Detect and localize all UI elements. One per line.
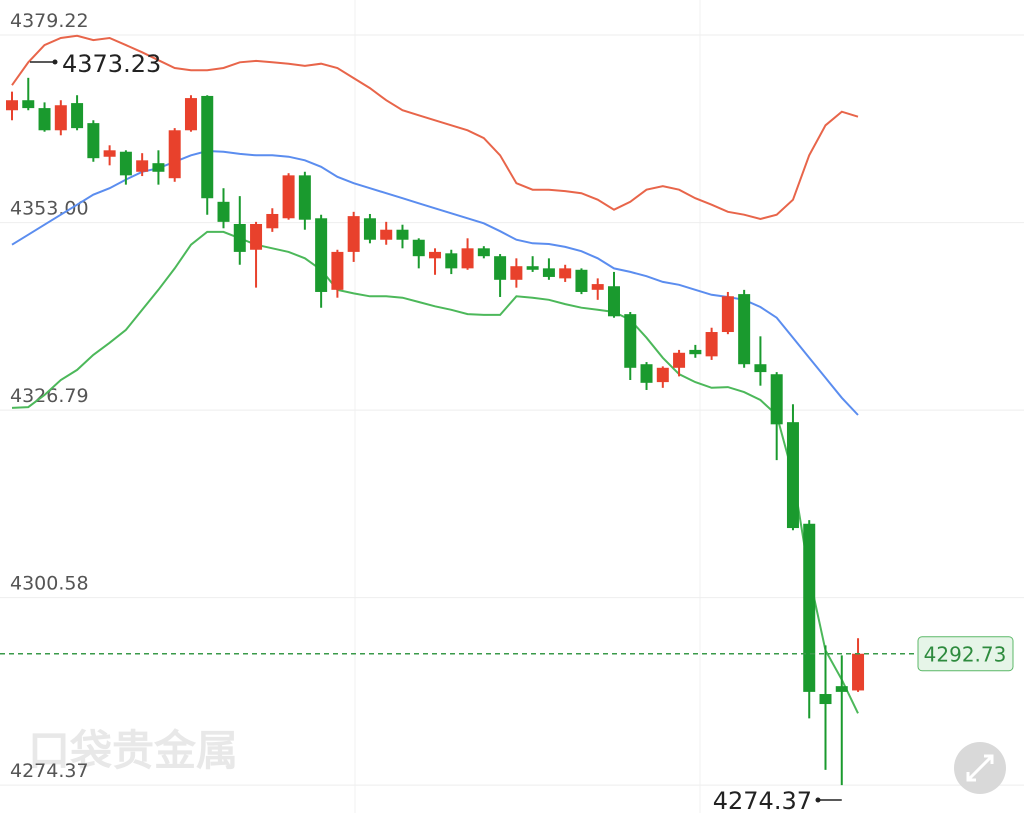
last-price-label: 4292.73	[924, 643, 1007, 667]
candle-body	[477, 248, 490, 257]
candle-body	[201, 95, 214, 199]
candle-body	[315, 218, 328, 292]
candle-body	[494, 256, 507, 280]
candle-body	[363, 218, 376, 240]
candle-body	[542, 268, 555, 277]
candle-body	[233, 223, 246, 252]
candle-body	[71, 103, 84, 129]
candle-body	[705, 332, 718, 357]
candle-body	[54, 105, 67, 131]
max-label: 4373.23	[62, 50, 161, 78]
candle-body	[852, 653, 865, 691]
candle-body	[786, 422, 799, 529]
min-dot	[815, 797, 821, 803]
candle-body	[217, 201, 230, 222]
candle-body	[445, 253, 458, 269]
candle-body	[559, 268, 572, 279]
candle-body	[136, 160, 149, 172]
candle-body	[119, 151, 132, 176]
candle-body	[640, 364, 653, 383]
candle-body	[510, 266, 523, 280]
candle-body	[38, 108, 51, 131]
candle-body	[461, 248, 474, 269]
candle-body	[526, 266, 539, 270]
candle-body	[835, 686, 848, 692]
candle-body	[152, 163, 165, 172]
candle-body	[754, 364, 767, 373]
candle-body	[607, 286, 620, 317]
candle-body	[168, 130, 181, 179]
max-dot	[52, 59, 58, 65]
candle-body	[22, 100, 35, 109]
y-tick-label: 4379.22	[10, 10, 89, 32]
candle-body	[298, 175, 311, 220]
y-tick-label: 4353.00	[10, 198, 89, 220]
min-label: 4274.37	[713, 787, 812, 813]
candle-body	[624, 314, 637, 368]
last-price-box	[917, 636, 1014, 672]
candle-body	[87, 123, 100, 159]
fullscreen-button[interactable]	[954, 742, 1006, 794]
candle-body	[282, 175, 295, 219]
candle-body	[412, 239, 425, 257]
band-upper	[11, 34, 859, 221]
candle-body	[266, 213, 279, 229]
watermark: 口袋贵金属	[28, 726, 238, 775]
candle-body	[738, 294, 751, 365]
candle-body	[429, 251, 442, 259]
candle-body	[250, 223, 263, 250]
candle-body	[331, 251, 344, 290]
candle-body	[396, 229, 409, 240]
candle-body	[803, 523, 816, 692]
candle-body	[347, 216, 360, 252]
y-tick-label: 4274.37	[10, 760, 89, 782]
candle-body	[591, 284, 604, 290]
candle-body	[770, 374, 783, 425]
candle-body	[103, 150, 116, 157]
candle-body	[380, 229, 393, 240]
candle-body	[656, 367, 669, 383]
y-tick-label: 4326.79	[10, 385, 89, 407]
band-lower	[11, 230, 859, 714]
y-tick-label: 4300.58	[10, 573, 89, 595]
candle-body	[184, 98, 197, 131]
candle-body	[721, 296, 734, 333]
candle-body	[673, 352, 686, 368]
candle-body	[6, 100, 18, 111]
candle-body	[819, 694, 832, 705]
candle-body	[689, 349, 702, 355]
candle-body	[575, 269, 588, 292]
